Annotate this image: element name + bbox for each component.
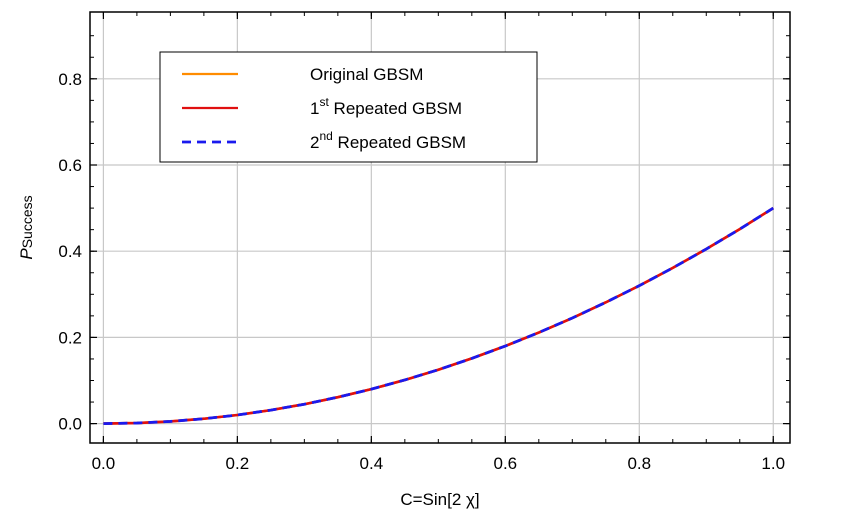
legend-label-rest: Repeated GBSM	[329, 99, 462, 118]
legend-label-number: 1	[310, 99, 319, 118]
y-tick-label: 0.6	[58, 156, 82, 175]
legend-label-number: 2	[310, 133, 319, 152]
y-tick-label: 0.8	[58, 70, 82, 89]
legend-label-superscript: nd	[319, 129, 332, 143]
tick-labels: 0.0 0.2 0.4 0.6 0.8 1.0 0.0 0.2 0.4 0.6 0.8	[58, 70, 785, 473]
x-tick-label: 0.6	[493, 454, 517, 473]
series-line-2	[103, 206, 774, 425]
y-tick-label: 0.2	[58, 328, 82, 347]
series-line-3	[103, 206, 774, 426]
y-tick-label: 0.0	[58, 415, 82, 434]
plot-frame	[89, 11, 791, 444]
legend-label-rest: Repeated GBSM	[333, 133, 466, 152]
x-axis-label: C=Sin[2 χ]	[400, 490, 479, 509]
legend-label-2: 1st Repeated GBSM	[310, 95, 462, 118]
x-tick-label: 0.4	[360, 454, 384, 473]
x-tick-label: 0.2	[226, 454, 250, 473]
y-axis-label-main: P	[17, 248, 36, 260]
series-line-1	[103, 206, 774, 425]
plot-curves	[103, 206, 774, 426]
legend-label-superscript: st	[319, 95, 329, 109]
legend-label-3: 2nd Repeated GBSM	[310, 129, 466, 152]
x-tick-label: 1.0	[761, 454, 785, 473]
x-tick-label: 0.0	[92, 454, 116, 473]
y-axis-label: PSuccess	[17, 195, 36, 259]
ticks	[90, 12, 790, 443]
x-tick-label: 0.8	[627, 454, 651, 473]
legend-label-1: Original GBSM	[310, 65, 423, 84]
y-tick-label: 0.4	[58, 242, 82, 261]
y-axis-label-sub: Success	[19, 195, 35, 248]
